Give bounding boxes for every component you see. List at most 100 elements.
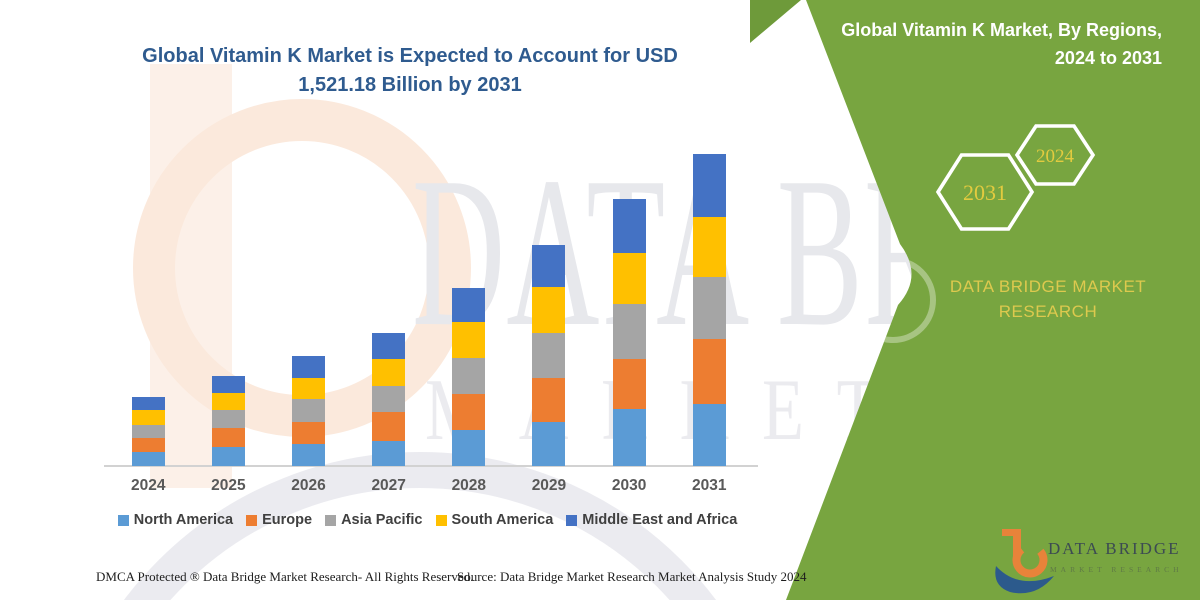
bar-segment-2028-north-america — [452, 429, 486, 466]
legend-item-north-america: North America — [117, 512, 234, 528]
green-panel-shape — [786, 0, 1200, 600]
bar-segment-2025-asia-pacific — [211, 410, 245, 428]
x-tick-label-2031: 2031 — [691, 477, 727, 494]
logo-b-stem — [1013, 529, 1021, 557]
legend-label: North America — [133, 512, 234, 528]
bar-segment-2026-asia-pacific — [292, 399, 326, 422]
dbmr-logo: DATA BRIDGE MARKET RESEARCH — [995, 529, 1183, 594]
bar-segment-2030-asia-pacific — [612, 304, 646, 360]
bar-segment-2025-europe — [211, 427, 245, 447]
x-tick-label-2025: 2025 — [211, 477, 246, 494]
legend-label: South America — [451, 512, 554, 528]
legend-swatch — [325, 514, 337, 526]
logo-blue-swoosh — [995, 566, 1054, 594]
x-tick-label-2030: 2030 — [611, 477, 647, 494]
bar-segment-2024-europe — [131, 438, 165, 453]
legend-item-middle-east-and-africa: Middle East and Africa — [566, 512, 737, 528]
bar-segment-2026-south-america — [292, 378, 326, 400]
side-panel-title-line1: Global Vitamin K Market, By Regions, — [841, 20, 1162, 40]
x-axis-line — [104, 465, 758, 467]
brand-text-line2: RESEARCH — [998, 302, 1098, 321]
side-panel-title-line2: 2024 to 2031 — [1054, 48, 1162, 68]
bar-segment-2027-asia-pacific — [372, 386, 406, 412]
hexagon-badge-2024-label: 2024 — [1036, 146, 1075, 167]
bar-segment-2029-north-america — [532, 421, 566, 466]
x-tick-label-2028: 2028 — [451, 477, 487, 494]
bar-segment-2028-south-america — [452, 321, 486, 358]
bar-segment-2026-middle-east-and-africa — [292, 355, 326, 379]
stacked-bar-2027 — [372, 333, 406, 466]
bar-segment-2025-north-america — [211, 446, 245, 466]
stacked-bar-2031 — [692, 154, 726, 466]
bar-segment-2027-north-america — [372, 440, 406, 466]
bar-segment-2031-europe — [692, 339, 726, 405]
logo-b-top — [1002, 529, 1021, 536]
bar-segment-2028-middle-east-and-africa — [452, 287, 486, 322]
bar-segment-2030-europe — [612, 359, 646, 410]
watermark-swoosh-arc — [124, 452, 716, 600]
bar-segment-2029-asia-pacific — [532, 332, 566, 378]
chart-title-line1: Global Vitamin K Market is Expected to A… — [142, 45, 678, 67]
hexagon-badge-2031-label: 2031 — [963, 180, 1007, 205]
logo-subtext: MARKET RESEARCH — [1050, 565, 1183, 574]
legend-swatch — [246, 514, 258, 526]
footer-dmca-text: DMCA Protected ® Data Bridge Market Rese… — [96, 569, 474, 584]
bar-segment-2030-south-america — [612, 252, 646, 305]
legend-swatch — [435, 514, 447, 526]
footer-source-text: Source: Data Bridge Market Research Mark… — [457, 569, 807, 584]
logo-b-bowl — [1012, 542, 1048, 578]
bar-segment-2027-middle-east-and-africa — [372, 333, 406, 360]
bar-segment-2029-europe — [532, 377, 566, 422]
chart-title: Global Vitamin K Market is Expected to A… — [100, 42, 720, 100]
bar-segment-2027-south-america — [372, 359, 406, 387]
chart-legend: North America Europe Asia Pacific South Ame… — [95, 512, 760, 528]
legend-label: Europe — [262, 512, 313, 528]
bar-segment-2031-asia-pacific — [692, 277, 726, 340]
legend-label: Asia Pacific — [341, 512, 423, 528]
bar-segment-2029-south-america — [532, 286, 566, 333]
bar-segment-2024-north-america — [131, 452, 165, 466]
stacked-bar-2025 — [211, 376, 245, 466]
bar-segment-2031-south-america — [692, 217, 726, 278]
brand-text-line1: DATA BRIDGE MARKET — [949, 277, 1147, 296]
bar-segment-2030-north-america — [612, 409, 646, 466]
bar-segment-2025-south-america — [211, 392, 245, 411]
bar-segment-2026-north-america — [292, 444, 326, 466]
bar-segment-2024-asia-pacific — [131, 424, 165, 439]
bar-segment-2026-europe — [292, 421, 326, 445]
hexagon-badge-2024 — [1014, 124, 1096, 186]
x-tick-label-2024: 2024 — [131, 477, 166, 494]
legend-swatch — [566, 514, 578, 526]
bar-segment-2028-europe — [452, 393, 486, 430]
legend-item-south-america: South America — [435, 512, 554, 528]
chart-title-line2: 1,521.18 Billion by 2031 — [298, 74, 522, 96]
bar-segment-2029-middle-east-and-africa — [532, 245, 566, 287]
stacked-bar-2024 — [131, 396, 165, 466]
bar-segment-2025-middle-east-and-africa — [211, 376, 245, 393]
legend-label: Middle East and Africa — [582, 512, 738, 528]
bar-segment-2024-south-america — [131, 410, 165, 425]
stacked-bar-2028 — [452, 287, 486, 466]
bar-segment-2027-europe — [372, 411, 406, 441]
side-panel-title: Global Vitamin K Market, By Regions, 202… — [762, 16, 1162, 72]
stacked-bar-2026 — [292, 355, 326, 466]
x-tick-label-2027: 2027 — [371, 477, 406, 494]
x-tick-label-2026: 2026 — [291, 477, 326, 494]
stacked-bar-2029 — [532, 245, 566, 466]
green-corner-wedge — [750, 0, 801, 43]
legend-swatch — [117, 514, 129, 526]
stacked-bar-2030 — [612, 199, 646, 466]
bar-segment-2028-asia-pacific — [452, 357, 486, 394]
bar-segment-2030-middle-east-and-africa — [612, 199, 646, 253]
hexagon-badge-2031 — [935, 153, 1035, 231]
legend-item-europe: Europe — [246, 512, 312, 528]
bar-segment-2024-middle-east-and-africa — [131, 396, 165, 411]
logo-wordmark: DATA BRIDGE — [1048, 539, 1181, 558]
bar-segment-2031-middle-east-and-africa — [692, 154, 726, 218]
x-tick-label-2029: 2029 — [531, 477, 567, 494]
bar-segment-2031-north-america — [692, 404, 726, 466]
legend-item-asia-pacific: Asia Pacific — [325, 512, 423, 528]
side-panel-brand-text: DATA BRIDGE MARKET RESEARCH — [933, 274, 1163, 324]
